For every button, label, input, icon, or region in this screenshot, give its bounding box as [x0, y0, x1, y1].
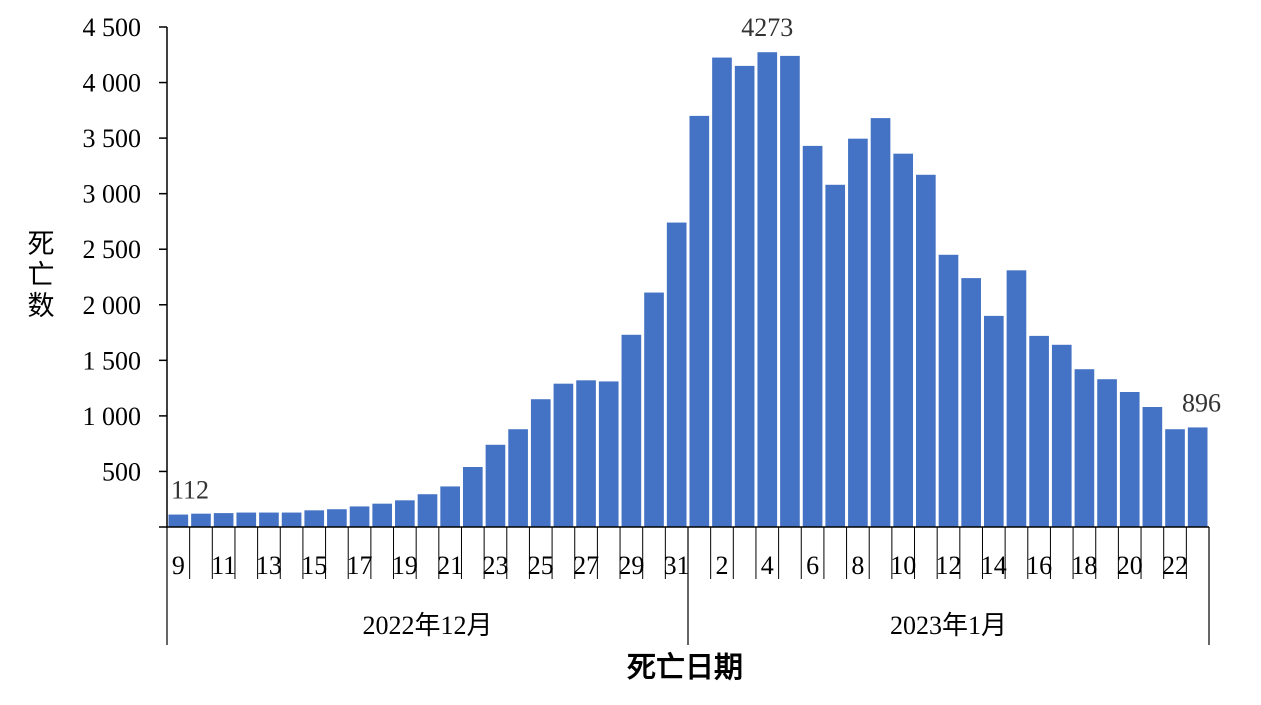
- bar-13: [462, 467, 483, 527]
- bar-11: [417, 494, 438, 527]
- y-tick-label: 4 500: [83, 13, 142, 42]
- x-tick-label: 19: [392, 551, 418, 580]
- bar-29: [825, 184, 846, 527]
- bar-15: [508, 429, 528, 527]
- x-tick-label: 27: [573, 551, 599, 580]
- y-axis-title: 死亡数: [28, 229, 55, 322]
- bar-19: [598, 381, 619, 527]
- x-tick-label: 9: [172, 551, 185, 580]
- x-tick-label: 14: [981, 551, 1007, 580]
- y-tick-label: 2 000: [83, 291, 142, 320]
- bar-22: [666, 222, 687, 527]
- bar-2: [213, 513, 234, 527]
- bar-39: [1051, 344, 1072, 527]
- bar-36: [983, 315, 1004, 527]
- bar-3: [236, 512, 257, 527]
- bar-14: [485, 444, 506, 527]
- x-axis-title: 死亡日期: [627, 650, 743, 684]
- x-tick-label: 11: [211, 551, 236, 580]
- bars-group: [168, 52, 1208, 528]
- bar-10: [395, 500, 415, 527]
- labels-group: 500 1 000 1 500 2 000 2 500 3 000 3 500 4 000 4 …: [83, 13, 1222, 640]
- x-tick-label: 15: [301, 551, 327, 580]
- bar-28: [802, 145, 823, 527]
- bar-31: [870, 118, 891, 528]
- x-tick-label: 20: [1117, 551, 1143, 580]
- bar-30: [848, 138, 868, 528]
- x-tick-label: 6: [806, 551, 819, 580]
- bar-24: [712, 57, 732, 528]
- bar-16: [530, 399, 551, 527]
- bar-5: [281, 512, 302, 527]
- bar-34: [938, 254, 959, 527]
- bar-7: [327, 509, 347, 527]
- y-tick-label: 3 500: [83, 124, 142, 153]
- x-tick-label: 17: [347, 551, 373, 580]
- data-label: 4273: [741, 13, 793, 42]
- bar-0: [168, 514, 189, 527]
- bar-40: [1074, 369, 1095, 527]
- y-tick-label: 4 000: [83, 69, 142, 98]
- x-tick-label: 31: [664, 551, 690, 580]
- data-label: 896: [1182, 388, 1221, 417]
- bar-32: [893, 153, 914, 528]
- y-tick-label: 1 500: [83, 346, 142, 375]
- bar-44: [1165, 429, 1185, 527]
- x-tick-label: 8: [851, 551, 864, 580]
- bar-33: [916, 174, 936, 527]
- bar-43: [1142, 407, 1163, 527]
- x-tick-label: 13: [256, 551, 282, 580]
- bar-18: [576, 380, 596, 527]
- y-tick-label: 1 000: [83, 402, 142, 431]
- y-tick-label: 500: [102, 457, 141, 486]
- data-label: 112: [171, 476, 209, 505]
- x-tick-label: 10: [890, 551, 916, 580]
- bar-21: [644, 292, 664, 527]
- x-tick-label: 2: [715, 551, 728, 580]
- x-tick-label: 25: [528, 551, 554, 580]
- bar-17: [553, 383, 574, 527]
- bar-9: [372, 503, 393, 527]
- x-tick-label: 23: [482, 551, 508, 580]
- bar-41: [1097, 379, 1117, 527]
- y-tick-label: 3 000: [83, 180, 142, 209]
- x-tick-label: 12: [936, 551, 962, 580]
- bar-6: [304, 510, 325, 527]
- x-tick-label: 29: [618, 551, 644, 580]
- bar-1: [191, 513, 211, 527]
- bar-42: [1119, 392, 1140, 527]
- x-tick-label: 16: [1026, 551, 1052, 580]
- bar-25: [734, 65, 755, 527]
- x-tick-label: 21: [437, 551, 463, 580]
- x-group-label: 2023年1月: [890, 611, 1007, 640]
- x-tick-label: 22: [1162, 551, 1188, 580]
- bar-20: [621, 334, 642, 527]
- bar-23: [689, 115, 710, 527]
- x-group-label: 2022年12月: [362, 611, 492, 640]
- bar-38: [1029, 335, 1049, 527]
- bar-8: [349, 506, 370, 527]
- axes-group: [159, 26, 1210, 645]
- bar-12: [440, 486, 460, 527]
- bar-4: [259, 512, 279, 527]
- x-tick-label: 4: [761, 551, 774, 580]
- y-tick-label: 2 500: [83, 235, 142, 264]
- x-tick-label: 18: [1071, 551, 1097, 580]
- bar-27: [780, 55, 800, 527]
- bar-26: [757, 52, 778, 527]
- bar-35: [961, 278, 981, 527]
- bar-37: [1006, 270, 1027, 527]
- bar-45: [1187, 427, 1208, 527]
